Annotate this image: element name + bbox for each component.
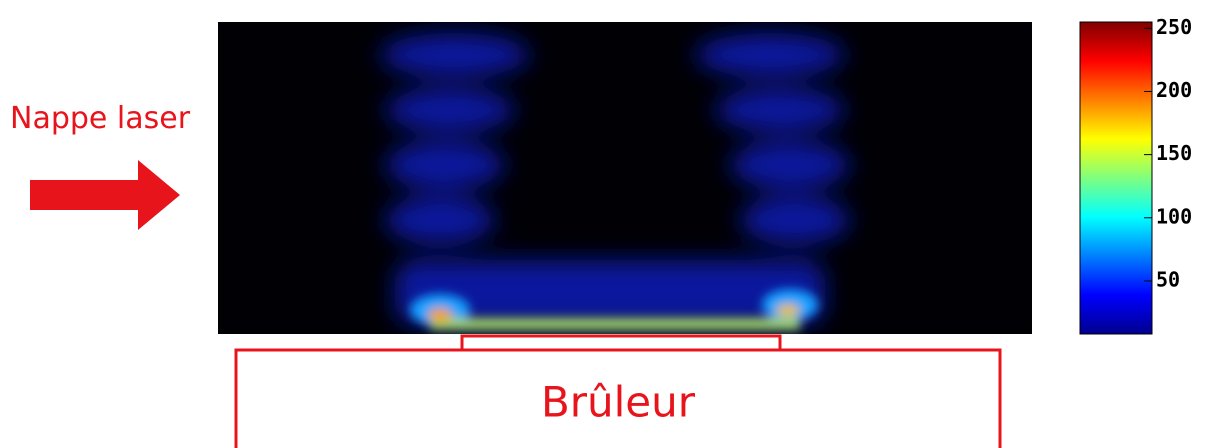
- burner-top: [460, 334, 782, 352]
- burner-label: Brûleur: [541, 378, 696, 427]
- laser-label: Nappe laser: [10, 101, 191, 136]
- colorbar: [1079, 21, 1153, 335]
- colorbar-tick-label: 50: [1156, 267, 1180, 291]
- colorbar-tick-label: 200: [1156, 78, 1192, 102]
- colorbar-tick-label: 100: [1156, 204, 1192, 228]
- laser-arrow: [30, 160, 180, 230]
- heatmap-image: [218, 22, 1032, 334]
- burner-body: [234, 348, 1002, 448]
- colorbar-tick-label: 250: [1156, 15, 1192, 39]
- colorbar-tick-label: 150: [1156, 141, 1192, 165]
